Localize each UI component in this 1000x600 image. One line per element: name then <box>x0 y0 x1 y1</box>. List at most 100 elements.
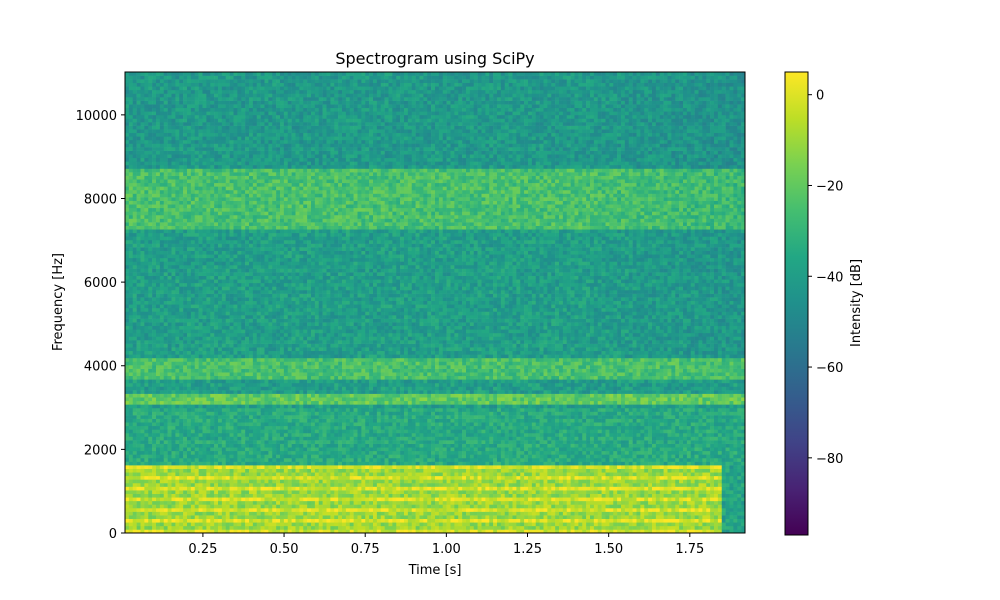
heatmap-cell <box>137 354 141 358</box>
heatmap-cell <box>160 379 164 383</box>
heatmap-cell <box>261 526 265 530</box>
heatmap-cell <box>214 219 218 223</box>
heatmap-cell <box>141 333 145 337</box>
heatmap-cell <box>222 508 226 512</box>
heatmap-cell <box>144 104 148 108</box>
heatmap-cell <box>160 426 164 430</box>
heatmap-cell <box>265 251 269 255</box>
heatmap-cell <box>226 226 230 230</box>
heatmap-cell <box>152 108 156 112</box>
heatmap-cell <box>156 269 160 273</box>
heatmap-cell <box>261 215 265 219</box>
heatmap-cell <box>241 236 245 240</box>
heatmap-cell <box>245 215 249 219</box>
heatmap-cell <box>168 365 172 369</box>
heatmap-cell <box>237 344 241 348</box>
heatmap-cell <box>226 254 230 258</box>
heatmap-cell <box>234 419 238 423</box>
heatmap-cell <box>141 240 145 244</box>
heatmap-cell <box>141 179 145 183</box>
heatmap-cell <box>272 290 276 294</box>
heatmap-cell <box>226 294 230 298</box>
heatmap-cell <box>164 279 168 283</box>
heatmap-cell <box>199 179 203 183</box>
heatmap-cell <box>144 176 148 180</box>
heatmap-cell <box>253 490 257 494</box>
heatmap-cell <box>195 86 199 90</box>
heatmap-cell <box>160 329 164 333</box>
heatmap-cell <box>129 458 133 462</box>
heatmap-cell <box>222 304 226 308</box>
heatmap-cell <box>272 208 276 212</box>
heatmap-cell <box>172 344 176 348</box>
heatmap-cell <box>129 519 133 523</box>
heatmap-cell <box>234 265 238 269</box>
heatmap-cell <box>226 444 230 448</box>
heatmap-cell <box>257 104 261 108</box>
heatmap-cell <box>144 379 148 383</box>
heatmap-cell <box>168 315 172 319</box>
heatmap-cell <box>187 526 191 530</box>
heatmap-cell <box>268 151 272 155</box>
heatmap-cell <box>222 494 226 498</box>
heatmap-cell <box>222 386 226 390</box>
heatmap-cell <box>148 129 152 133</box>
heatmap-cell <box>133 472 137 476</box>
heatmap-cell <box>210 294 214 298</box>
heatmap-cell <box>129 469 133 473</box>
heatmap-cell <box>137 472 141 476</box>
heatmap-cell <box>218 219 222 223</box>
heatmap-cell <box>214 104 218 108</box>
heatmap-cell <box>148 72 152 76</box>
heatmap-cell <box>261 276 265 280</box>
heatmap-cell <box>160 261 164 265</box>
heatmap-cell <box>183 490 187 494</box>
heatmap-cell <box>218 390 222 394</box>
heatmap-cell <box>187 161 191 165</box>
heatmap-cell <box>257 519 261 523</box>
heatmap-cell <box>241 365 245 369</box>
heatmap-cell <box>172 286 176 290</box>
heatmap-cell <box>137 369 141 373</box>
heatmap-cell <box>268 426 272 430</box>
heatmap-cell <box>206 397 210 401</box>
heatmap-cell <box>261 404 265 408</box>
heatmap-cell <box>195 401 199 405</box>
heatmap-cell <box>137 147 141 151</box>
heatmap-cell <box>257 236 261 240</box>
heatmap-cell <box>144 440 148 444</box>
heatmap-cell <box>191 390 195 394</box>
heatmap-cell <box>144 479 148 483</box>
heatmap-cell <box>234 365 238 369</box>
heatmap-cell <box>210 97 214 101</box>
heatmap-cell <box>218 497 222 501</box>
heatmap-cell <box>137 83 141 87</box>
heatmap-cell <box>148 233 152 237</box>
heatmap-cell <box>237 272 241 276</box>
heatmap-cell <box>137 437 141 441</box>
heatmap-cell <box>241 176 245 180</box>
heatmap-cell <box>226 354 230 358</box>
heatmap-cell <box>199 429 203 433</box>
heatmap-cell <box>168 226 172 230</box>
heatmap-cell <box>249 101 253 105</box>
heatmap-cell <box>199 72 203 76</box>
heatmap-cell <box>261 76 265 80</box>
heatmap-cell <box>234 183 238 187</box>
heatmap-cell <box>206 194 210 198</box>
heatmap-cell <box>133 397 137 401</box>
heatmap-cell <box>234 133 238 137</box>
heatmap-cell <box>168 415 172 419</box>
heatmap-cell <box>156 286 160 290</box>
heatmap-cell <box>253 354 257 358</box>
heatmap-cell <box>191 386 195 390</box>
heatmap-cell <box>226 340 230 344</box>
heatmap-cell <box>133 183 137 187</box>
heatmap-cell <box>175 336 179 340</box>
heatmap-cell <box>245 147 249 151</box>
heatmap-cell <box>261 494 265 498</box>
heatmap-cell <box>183 333 187 337</box>
heatmap-cell <box>230 401 234 405</box>
heatmap-cell <box>133 272 137 276</box>
heatmap-cell <box>183 447 187 451</box>
